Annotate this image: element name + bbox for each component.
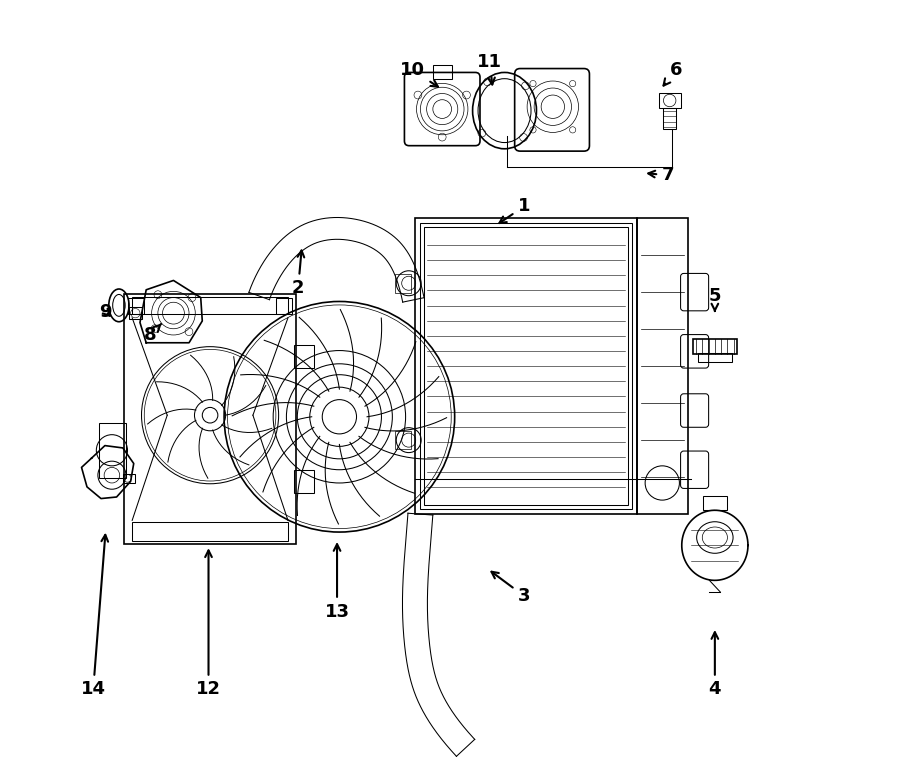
Text: 8: 8 [144, 324, 161, 344]
Bar [415, 218, 637, 514]
Bar [693, 339, 737, 354]
Bar [100, 423, 126, 478]
Bar [703, 496, 726, 510]
Text: 3: 3 [491, 572, 530, 605]
Text: 5: 5 [708, 287, 721, 311]
Text: 13: 13 [325, 545, 349, 621]
Text: 14: 14 [81, 535, 108, 699]
Text: 10: 10 [400, 61, 438, 86]
Bar [132, 297, 288, 314]
Bar [637, 218, 688, 514]
Bar [124, 294, 296, 544]
Bar [424, 227, 627, 505]
Circle shape [202, 407, 218, 423]
Bar [663, 108, 676, 129]
Bar [698, 353, 732, 362]
Bar [433, 65, 452, 79]
Text: 1: 1 [500, 197, 530, 223]
Bar [294, 345, 314, 368]
Text: 12: 12 [196, 551, 221, 699]
Bar [395, 431, 411, 449]
Text: 9: 9 [99, 302, 112, 321]
Text: 7: 7 [648, 166, 674, 185]
Bar [419, 223, 633, 509]
Text: 4: 4 [708, 633, 721, 699]
Bar [294, 470, 314, 493]
Bar [395, 274, 411, 293]
Text: 2: 2 [292, 251, 304, 298]
Bar [276, 298, 292, 314]
Text: 11: 11 [477, 53, 502, 84]
Text: 6: 6 [663, 61, 682, 86]
Bar [129, 298, 144, 314]
Circle shape [322, 400, 356, 434]
Bar [659, 93, 680, 108]
Bar [132, 522, 288, 541]
Bar [122, 474, 134, 483]
Bar [129, 307, 141, 319]
